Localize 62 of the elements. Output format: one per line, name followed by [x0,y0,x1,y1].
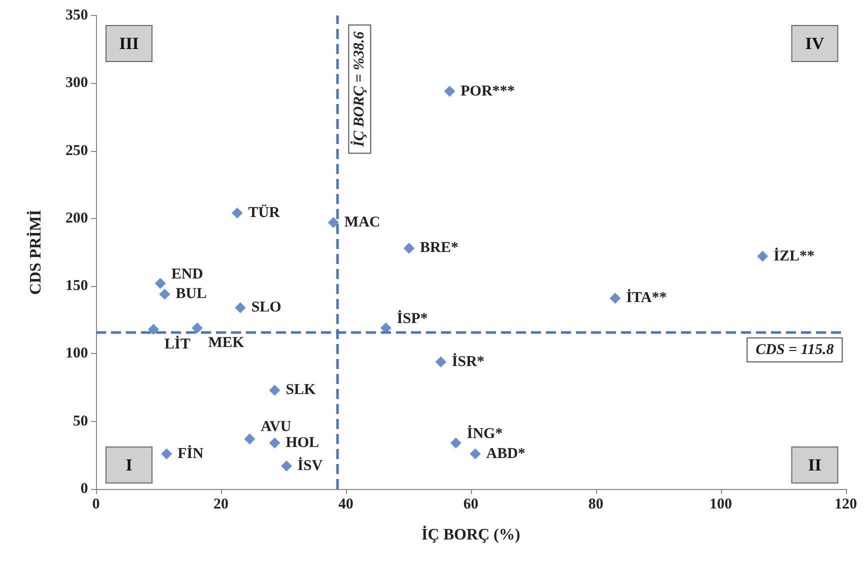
y-tick-label: 50 [73,413,88,430]
y-tick-label: 250 [66,142,88,159]
point [232,208,243,219]
point [757,250,768,262]
annotation: LİT [164,335,190,352]
annotation: İNG* [466,425,503,442]
point [328,216,339,228]
point [159,288,170,300]
y-axis-title: CDS PRİMİ [26,210,44,295]
point [244,433,256,444]
point [269,438,280,449]
annotation: II [808,456,822,474]
x-tick-label: 100 [710,496,732,512]
x-tick-label: 20 [213,496,228,512]
annotation: İSR* [452,352,484,370]
y-tick-label: 0 [80,481,88,497]
point [610,292,621,304]
x-axis-title: İÇ BORÇ (%) [422,526,520,544]
annotation: POR*** [460,83,515,100]
point [450,438,462,449]
ref-line-label: CDS = 115.8 [756,342,834,358]
annotation: I [126,456,133,474]
ref-line-label: İÇ BORÇ = %38.6 [350,31,368,148]
y-tick-label: 200 [66,210,88,226]
annotation: İTA** [626,289,667,306]
annotation: İSV [298,457,323,474]
x-tick-label: 0 [92,496,100,512]
point [404,242,415,254]
y-tick-label: 100 [66,346,88,362]
y-tick-label: 300 [66,75,88,92]
annotation: SLK [286,382,316,398]
annotation: HOL [286,435,320,452]
annotation: IV [805,34,825,53]
annotation: TÜR [248,204,280,222]
annotation: İSP* [396,310,428,328]
point [470,448,481,460]
annotation: END [171,266,204,282]
annotation: BRE* [420,240,458,256]
x-tick-label: 40 [338,496,354,512]
annotation: MAC [344,214,380,230]
annotation: SLO [251,300,282,316]
point [435,356,446,368]
point [192,322,203,334]
point [154,278,166,289]
point [234,302,246,314]
annotation: BUL [176,286,207,302]
annotation: MEK [208,335,244,352]
point [281,460,292,472]
x-tick-label: 60 [463,496,478,512]
point [444,86,456,97]
annotation: AVU [260,418,292,435]
annotation: İZL** [774,247,815,264]
point [161,448,172,460]
point [269,384,280,396]
annotation: FİN [178,444,204,462]
annotation: III [119,34,140,53]
x-tick-label: 120 [834,496,857,512]
y-tick-label: 150 [66,278,88,294]
annotation: ABD* [486,446,526,462]
point [148,324,159,335]
x-tick-label: 80 [588,496,604,512]
y-tick-label: 350 [66,8,88,24]
